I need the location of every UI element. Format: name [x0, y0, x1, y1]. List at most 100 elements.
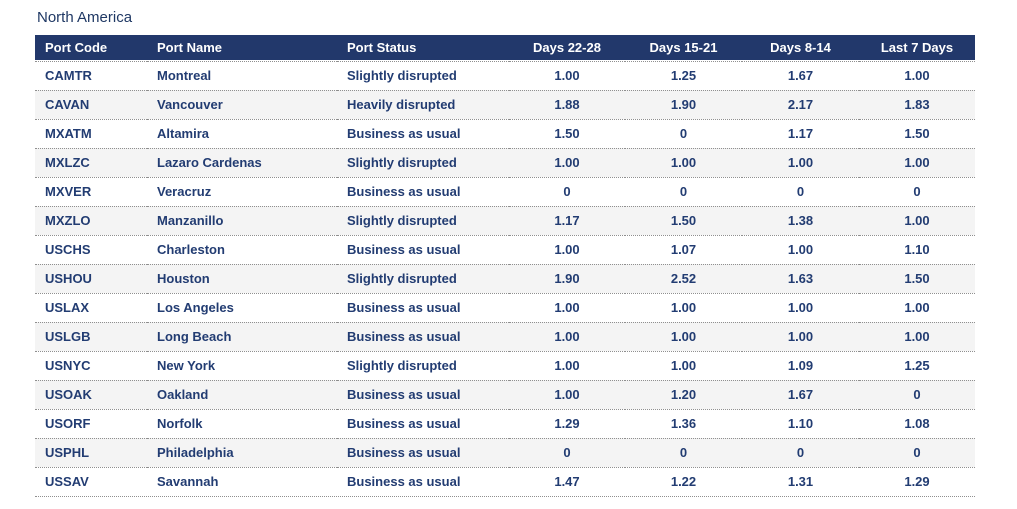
days-15-21-cell: 1.00	[625, 322, 742, 351]
last-7-days-cell: 0	[859, 438, 975, 467]
table-row: CAMTR Montreal Slightly disrupted 1.00 1.25 1…	[35, 61, 975, 90]
days-22-28-cell: 1.47	[509, 467, 625, 496]
days-8-14-cell: 1.00	[742, 148, 859, 177]
port-status-cell: Slightly disrupted	[337, 148, 509, 177]
days-15-21-cell: 0	[625, 438, 742, 467]
last-7-days-cell: 1.00	[859, 148, 975, 177]
days-8-14-cell: 1.00	[742, 235, 859, 264]
last-7-days-cell: 1.29	[859, 467, 975, 496]
table-row: USLAX Los Angeles Business as usual 1.00 1.0…	[35, 293, 975, 322]
port-name-cell: New York	[147, 351, 337, 380]
port-status-cell: Slightly disrupted	[337, 264, 509, 293]
days-22-28-cell: 1.00	[509, 351, 625, 380]
last-7-days-cell: 0	[859, 177, 975, 206]
port-code-cell: USLGB	[35, 322, 147, 351]
port-name-cell: Philadelphia	[147, 438, 337, 467]
region-title: North America	[37, 9, 133, 26]
days-15-21-cell: 1.00	[625, 293, 742, 322]
days-15-21-cell: 1.00	[625, 148, 742, 177]
port-status-cell: Slightly disrupted	[337, 61, 509, 90]
days-22-28-cell: 1.00	[509, 61, 625, 90]
days-8-14-cell: 1.00	[742, 293, 859, 322]
port-code-cell: CAMTR	[35, 61, 147, 90]
days-22-28-cell: 1.00	[509, 148, 625, 177]
table-row: MXVER Veracruz Business as usual 0 0 0 0	[35, 177, 975, 206]
port-name-cell: Vancouver	[147, 90, 337, 119]
days-22-28-cell: 1.90	[509, 264, 625, 293]
port-code-cell: USORF	[35, 409, 147, 438]
port-name-cell: Oakland	[147, 380, 337, 409]
table-row: USPHL Philadelphia Business as usual 0 0 0 0	[35, 438, 975, 467]
last-7-days-cell: 1.00	[859, 206, 975, 235]
column-header-port-status: Port Status	[337, 35, 509, 61]
days-8-14-cell: 0	[742, 177, 859, 206]
days-15-21-cell: 1.90	[625, 90, 742, 119]
table-row: USCHS Charleston Business as usual 1.00 1.07…	[35, 235, 975, 264]
last-7-days-cell: 1.10	[859, 235, 975, 264]
last-7-days-cell: 1.25	[859, 351, 975, 380]
days-22-28-cell: 1.50	[509, 119, 625, 148]
days-15-21-cell: 1.07	[625, 235, 742, 264]
port-name-cell: Lazaro Cardenas	[147, 148, 337, 177]
days-15-21-cell: 0	[625, 177, 742, 206]
port-name-cell: Veracruz	[147, 177, 337, 206]
days-22-28-cell: 1.29	[509, 409, 625, 438]
table-row: USNYC New York Slightly disrupted 1.00 1.00 1…	[35, 351, 975, 380]
table-row: MXZLO Manzanillo Slightly disrupted 1.17 1.5…	[35, 206, 975, 235]
port-table-body: CAMTR Montreal Slightly disrupted 1.00 1.25 1…	[35, 61, 975, 496]
port-status-cell: Business as usual	[337, 438, 509, 467]
days-8-14-cell: 1.09	[742, 351, 859, 380]
port-status-cell: Business as usual	[337, 235, 509, 264]
port-code-cell: USLAX	[35, 293, 147, 322]
port-code-cell: USCHS	[35, 235, 147, 264]
days-22-28-cell: 1.17	[509, 206, 625, 235]
table-row: USLGB Long Beach Business as usual 1.00 1.00…	[35, 322, 975, 351]
days-15-21-cell: 1.00	[625, 351, 742, 380]
port-name-cell: Montreal	[147, 61, 337, 90]
port-code-cell: CAVAN	[35, 90, 147, 119]
last-7-days-cell: 1.50	[859, 119, 975, 148]
port-status-cell: Business as usual	[337, 177, 509, 206]
days-15-21-cell: 1.50	[625, 206, 742, 235]
table-row: USHOU Houston Slightly disrupted 1.90 2.52 1.…	[35, 264, 975, 293]
port-name-cell: Savannah	[147, 467, 337, 496]
last-7-days-cell: 1.00	[859, 322, 975, 351]
days-8-14-cell: 0	[742, 438, 859, 467]
days-8-14-cell: 1.00	[742, 322, 859, 351]
days-8-14-cell: 1.17	[742, 119, 859, 148]
port-code-cell: USNYC	[35, 351, 147, 380]
port-code-cell: USOAK	[35, 380, 147, 409]
port-code-cell: MXATM	[35, 119, 147, 148]
port-code-cell: MXZLO	[35, 206, 147, 235]
port-status-cell: Business as usual	[337, 409, 509, 438]
table-row: USOAK Oakland Business as usual 1.00 1.20 1.6…	[35, 380, 975, 409]
north-america-port-status-panel: North America Port Code Port Name Port Sta…	[0, 9, 1017, 509]
port-code-cell: USPHL	[35, 438, 147, 467]
days-15-21-cell: 1.20	[625, 380, 742, 409]
days-8-14-cell: 1.31	[742, 467, 859, 496]
table-header-row: Port Code Port Name Port Status Days 22-28 D…	[35, 35, 975, 61]
port-status-cell: Business as usual	[337, 322, 509, 351]
days-22-28-cell: 1.88	[509, 90, 625, 119]
port-status-cell: Business as usual	[337, 293, 509, 322]
days-8-14-cell: 1.38	[742, 206, 859, 235]
port-status-cell: Slightly disrupted	[337, 351, 509, 380]
days-15-21-cell: 1.25	[625, 61, 742, 90]
port-name-cell: Norfolk	[147, 409, 337, 438]
days-22-28-cell: 0	[509, 438, 625, 467]
port-status-cell: Heavily disrupted	[337, 90, 509, 119]
port-code-cell: MXLZC	[35, 148, 147, 177]
days-15-21-cell: 1.22	[625, 467, 742, 496]
port-name-cell: Altamira	[147, 119, 337, 148]
days-22-28-cell: 1.00	[509, 322, 625, 351]
column-header-days-22-28: Days 22-28	[509, 35, 625, 61]
port-status-cell: Business as usual	[337, 119, 509, 148]
days-8-14-cell: 2.17	[742, 90, 859, 119]
days-8-14-cell: 1.63	[742, 264, 859, 293]
days-8-14-cell: 1.67	[742, 61, 859, 90]
column-header-port-code: Port Code	[35, 35, 147, 61]
port-status-table: Port Code Port Name Port Status Days 22-28 D…	[35, 35, 975, 497]
days-8-14-cell: 1.67	[742, 380, 859, 409]
days-15-21-cell: 1.36	[625, 409, 742, 438]
table-row: MXLZC Lazaro Cardenas Slightly disrupted 1.…	[35, 148, 975, 177]
